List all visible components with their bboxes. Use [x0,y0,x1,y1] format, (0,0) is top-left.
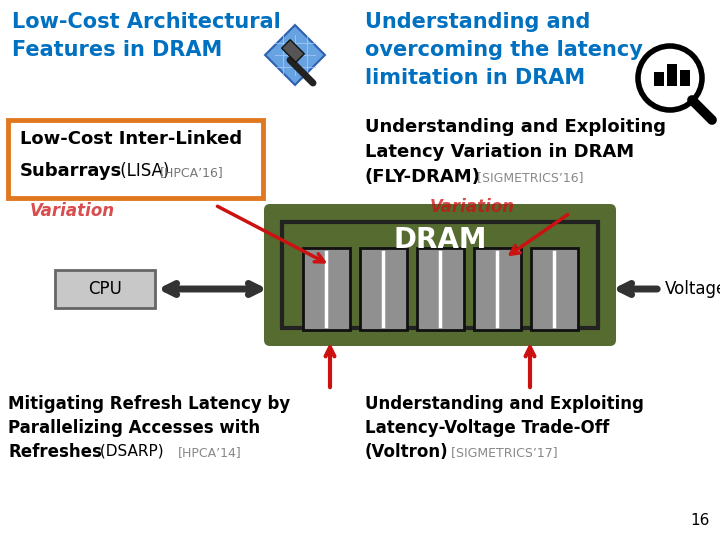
Text: CPU: CPU [88,280,122,298]
Text: (DSARP): (DSARP) [95,443,168,458]
Bar [282,222,598,328]
Text: Variation: Variation [30,202,115,220]
Text: [SIGMETRICS’17]: [SIGMETRICS’17] [447,446,557,459]
Polygon shape [265,25,325,85]
Bar [416,248,464,330]
Text: Low-Cost Inter-Linked: Low-Cost Inter-Linked [20,130,242,148]
Text: [SIGMETRICS’16]: [SIGMETRICS’16] [473,171,583,184]
Bar [302,248,349,330]
Text: Features in DRAM: Features in DRAM [12,40,222,60]
Text: Latency Variation in DRAM: Latency Variation in DRAM [365,143,634,161]
Circle shape [638,46,702,110]
Bar [531,248,577,330]
Text: Refreshes: Refreshes [8,443,102,461]
Text: Variation: Variation [430,198,515,216]
Bar [474,248,521,330]
Text: [HPCA’14]: [HPCA’14] [178,446,242,459]
Text: 16: 16 [690,513,710,528]
Bar [359,248,407,330]
Bar [680,70,690,86]
Text: Subarrays: Subarrays [20,162,122,180]
Text: overcoming the latency: overcoming the latency [365,40,643,60]
Text: Understanding and Exploiting: Understanding and Exploiting [365,395,644,413]
Text: (LISA): (LISA) [115,162,175,180]
Text: Voltage: Voltage [665,280,720,298]
Text: Low-Cost Architectural: Low-Cost Architectural [12,12,281,32]
Bar [667,64,677,86]
Text: Parallelizing Accesses with: Parallelizing Accesses with [8,419,260,437]
Bar [55,270,155,308]
Text: limitation in DRAM: limitation in DRAM [365,68,585,88]
Text: DRAM: DRAM [393,226,487,254]
Text: Understanding and Exploiting: Understanding and Exploiting [365,118,666,136]
Text: (Voltron): (Voltron) [365,443,449,461]
Text: Understanding and: Understanding and [365,12,590,32]
Text: Mitigating Refresh Latency by: Mitigating Refresh Latency by [8,395,290,413]
Text: Latency-Voltage Trade-Off: Latency-Voltage Trade-Off [365,419,609,437]
FancyBboxPatch shape [264,204,616,346]
Text: [HPCA’16]: [HPCA’16] [160,166,224,179]
Text: (FLY-DRAM): (FLY-DRAM) [365,168,481,186]
Bar [282,39,305,62]
Bar [8,120,263,198]
Bar [654,72,664,86]
